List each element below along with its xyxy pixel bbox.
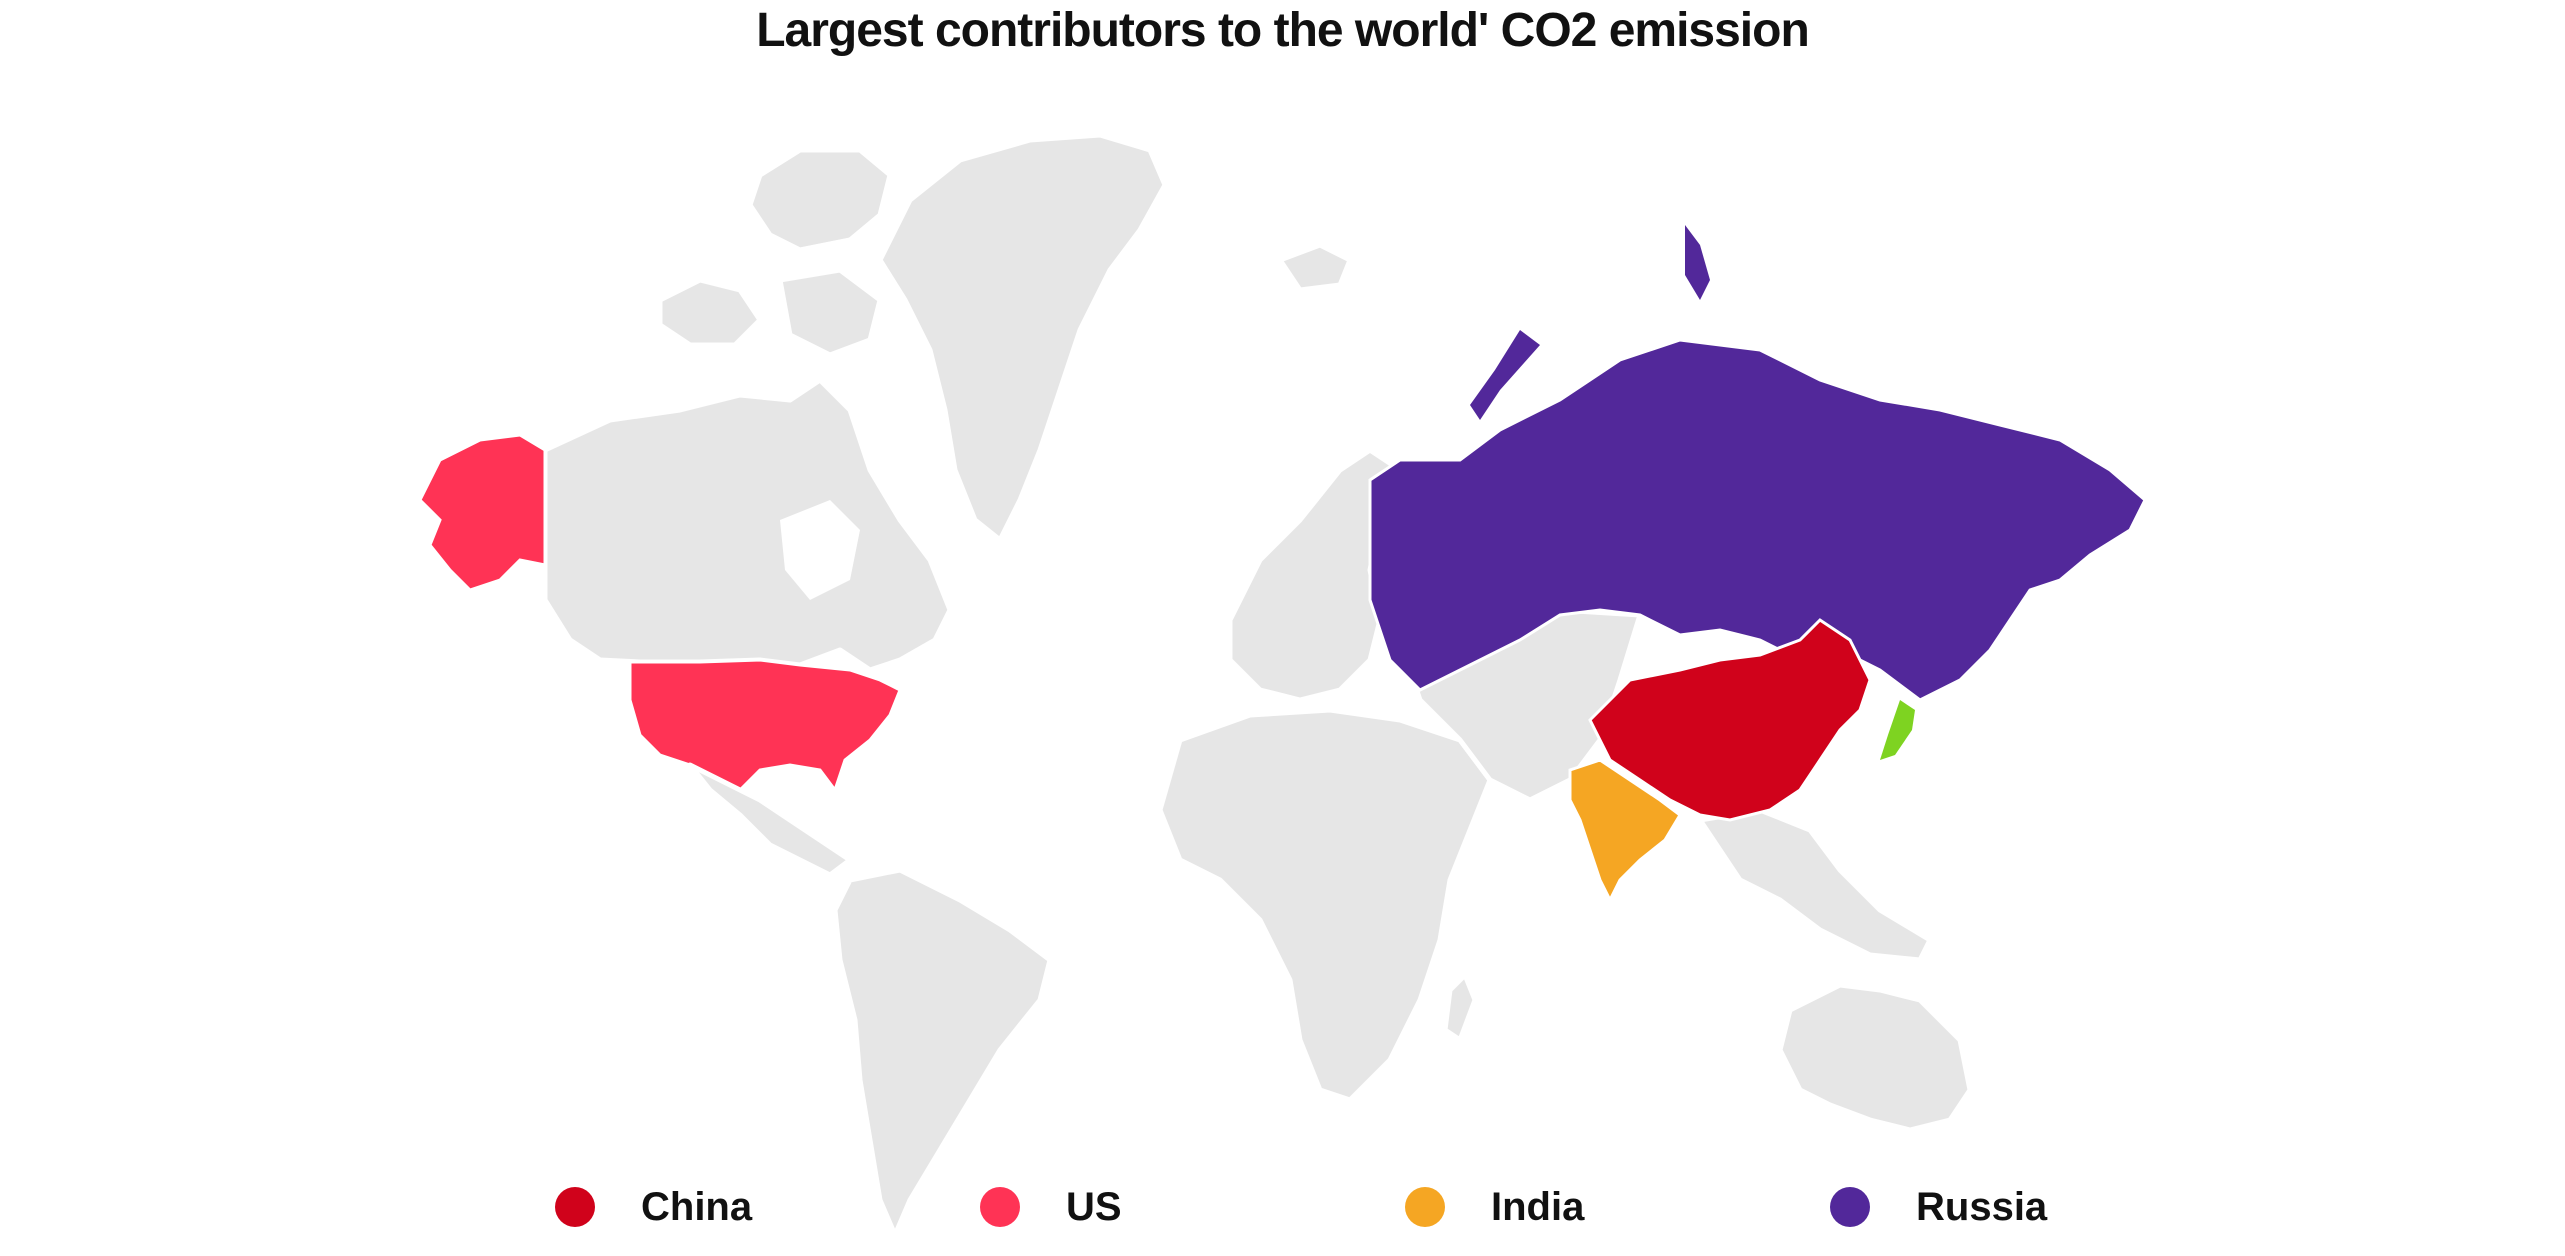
legend-swatch-russia [1830, 1187, 1870, 1227]
sakhalin-region [1990, 560, 2012, 620]
legend-swatch-us [980, 1187, 1020, 1227]
arctic-islands-region-2 [657, 277, 763, 348]
legend-label: India [1491, 1184, 1585, 1229]
alaska-region [418, 433, 547, 592]
iceland-region [1277, 242, 1353, 293]
japan-region [1880, 700, 1915, 760]
legend-label: US [1066, 1184, 1122, 1229]
arctic-islands-region [747, 147, 893, 253]
china-region [1588, 618, 1872, 822]
mexico-region [687, 762, 853, 878]
legend-swatch-china [555, 1187, 595, 1227]
legend-swatch-india [1405, 1187, 1445, 1227]
usa-region [628, 658, 902, 794]
russia-region [1368, 338, 2147, 702]
greenland-region [877, 132, 1168, 543]
legend-item-india: India [1405, 1172, 1584, 1242]
arctic-islands-region-3 [777, 267, 883, 358]
madagascar-region [1442, 972, 1478, 1043]
legend-item-us: US [980, 1172, 1122, 1242]
legend-label: China [641, 1184, 753, 1229]
southeast-asia-region [1697, 807, 1933, 963]
india-region [1568, 758, 1682, 904]
canada-region [542, 377, 953, 673]
legend-item-russia: Russia [1830, 1172, 2047, 1242]
africa-region [1157, 707, 1493, 1103]
legend-item-china: China [555, 1172, 752, 1242]
russia-island-north [1685, 225, 1710, 300]
map-legend: China US India Russia [0, 1172, 2565, 1242]
legend-label: Russia [1916, 1184, 2048, 1229]
australia-region [1777, 982, 1973, 1133]
map-title: Largest contributors to the world' CO2 e… [756, 4, 1810, 57]
south-america-region [832, 867, 1053, 1238]
novaya-zemlya-region [1470, 330, 1540, 420]
